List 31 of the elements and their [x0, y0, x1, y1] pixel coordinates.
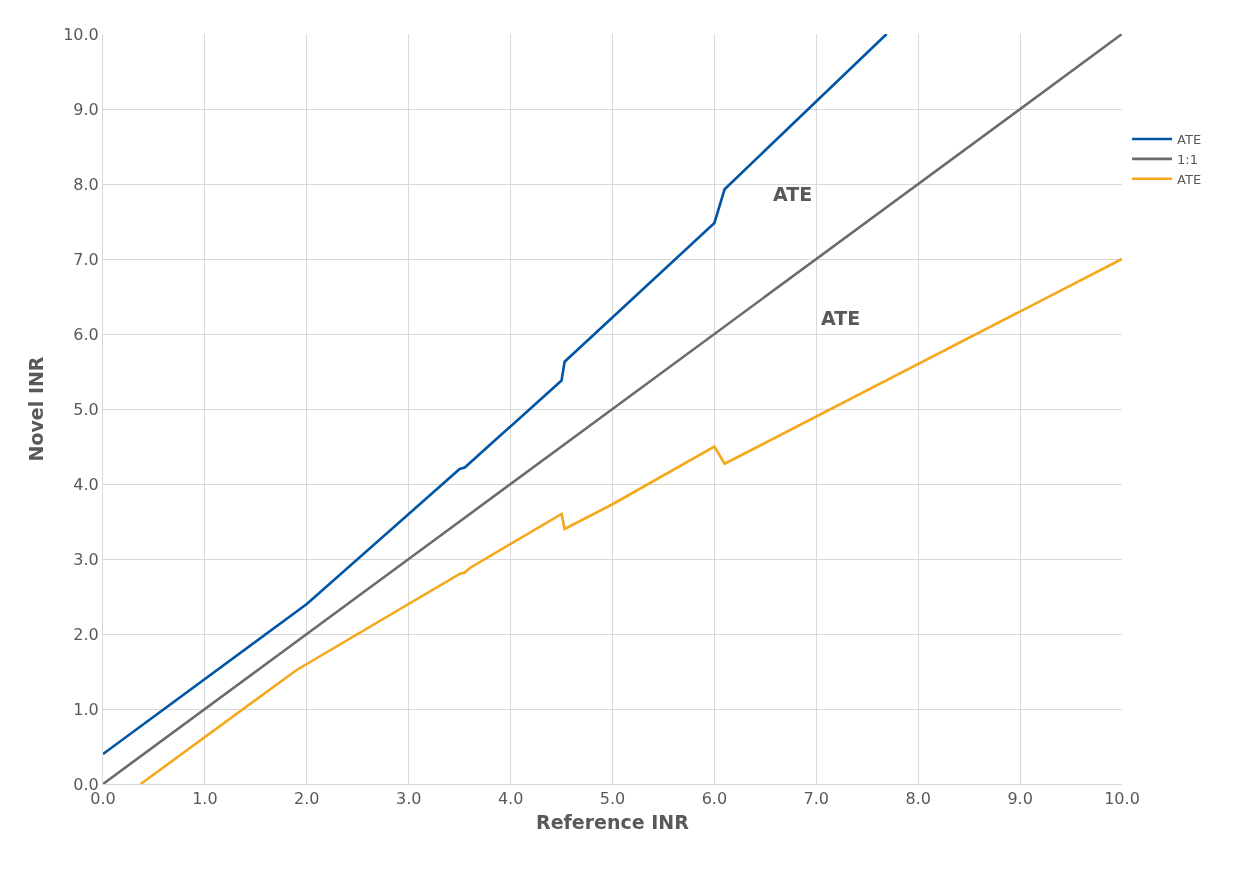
y-axis-title: Novel INR — [25, 356, 48, 462]
x-tick-label: 9.0 — [1007, 789, 1033, 809]
line-series — [103, 34, 1122, 784]
y-tick-label: 6.0 — [73, 324, 99, 344]
annotation: ATE — [821, 307, 861, 329]
x-tick-label: 10.0 — [1104, 789, 1140, 809]
legend-label: ATE — [1177, 132, 1202, 148]
y-tick-label: 1.0 — [73, 699, 99, 719]
y-tick-label: 8.0 — [73, 174, 99, 194]
legend-label: 1:1 — [1177, 151, 1199, 167]
x-tick-label: 4.0 — [497, 789, 524, 809]
x-tick-label: 3.0 — [395, 789, 422, 809]
y-tick-label: 9.0 — [73, 99, 99, 119]
x-tick-label: 5.0 — [599, 789, 626, 809]
x-axis-title: Reference INR — [536, 811, 690, 833]
y-tick-label: 7.0 — [73, 249, 99, 269]
line-series — [103, 34, 888, 756]
y-tick-label: 3.0 — [73, 549, 99, 569]
x-tick-label: 2.0 — [294, 789, 320, 809]
x-tick-label: 0.0 — [90, 789, 116, 809]
x-tick-label: 6.0 — [701, 789, 728, 809]
x-tick-label: 8.0 — [905, 789, 931, 809]
line-series — [139, 257, 1122, 784]
legend-label: ATE — [1177, 171, 1202, 187]
annotation: ATE — [773, 183, 813, 205]
x-tick-label: 1.0 — [192, 789, 218, 809]
x-tick-label: 7.0 — [803, 789, 830, 809]
y-tick-label: 2.0 — [73, 624, 99, 644]
y-tick-label: 5.0 — [73, 399, 99, 419]
y-tick-label: 4.0 — [73, 474, 99, 494]
y-tick-label: 10.0 — [63, 24, 99, 44]
